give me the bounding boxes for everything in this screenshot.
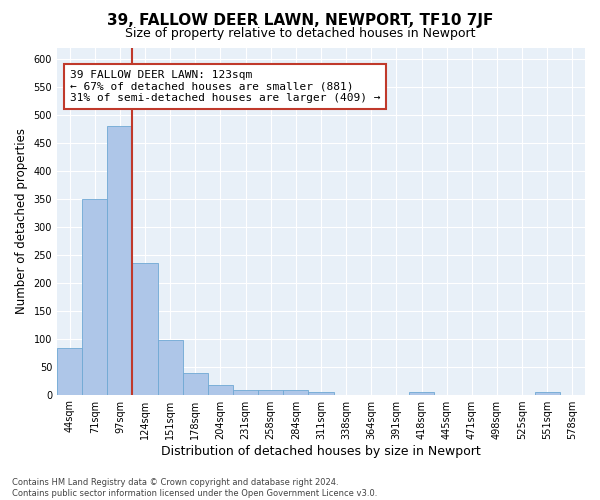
Bar	[183, 374, 208, 394]
Text: 39 FALLOW DEER LAWN: 123sqm
← 67% of detached houses are smaller (881)
31% of se: 39 FALLOW DEER LAWN: 123sqm ← 67% of det…	[70, 70, 380, 103]
Bar	[107, 126, 133, 394]
Bar	[308, 392, 334, 394]
Bar	[82, 198, 107, 394]
Bar	[233, 390, 258, 394]
Bar	[535, 392, 560, 394]
Bar	[283, 390, 308, 394]
X-axis label: Distribution of detached houses by size in Newport: Distribution of detached houses by size …	[161, 444, 481, 458]
Bar	[57, 348, 82, 395]
Text: Size of property relative to detached houses in Newport: Size of property relative to detached ho…	[125, 28, 475, 40]
Bar	[208, 384, 233, 394]
Text: 39, FALLOW DEER LAWN, NEWPORT, TF10 7JF: 39, FALLOW DEER LAWN, NEWPORT, TF10 7JF	[107, 12, 493, 28]
Text: Contains HM Land Registry data © Crown copyright and database right 2024.
Contai: Contains HM Land Registry data © Crown c…	[12, 478, 377, 498]
Y-axis label: Number of detached properties: Number of detached properties	[15, 128, 28, 314]
Bar	[409, 392, 434, 394]
Bar	[258, 390, 283, 394]
Bar	[158, 340, 183, 394]
Bar	[133, 263, 158, 394]
